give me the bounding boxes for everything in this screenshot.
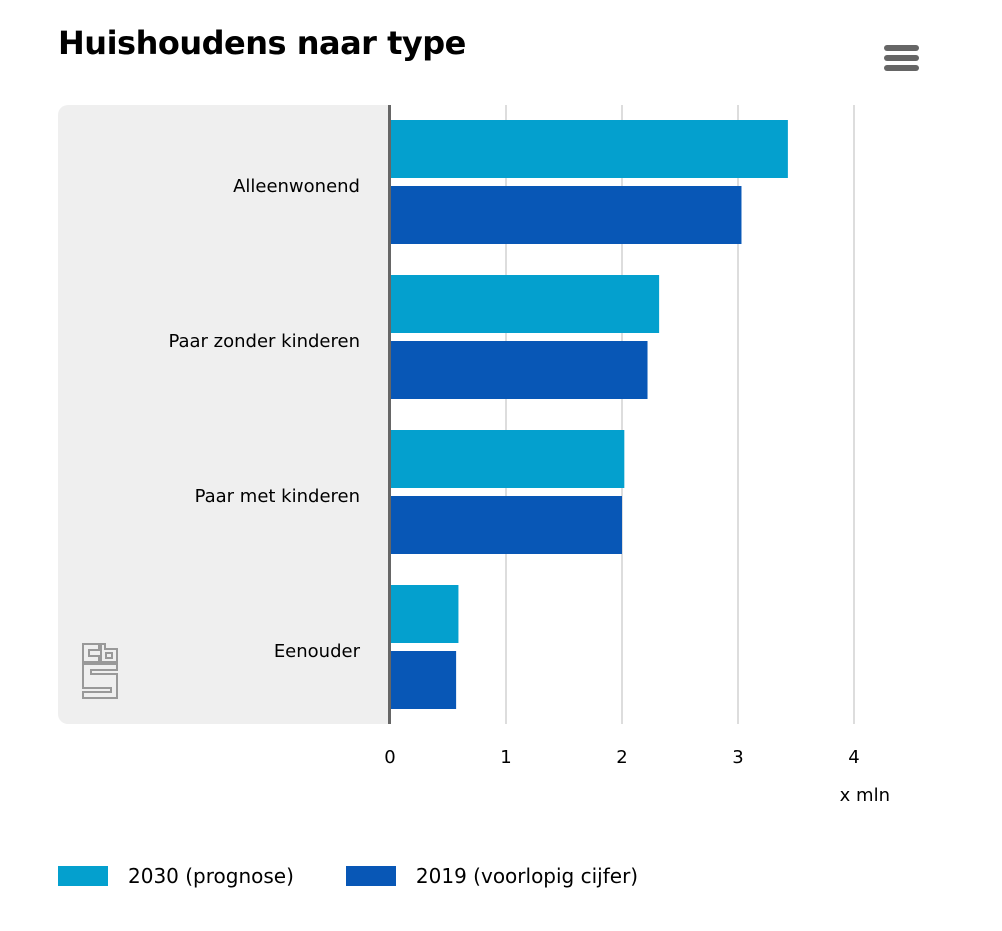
bar-2019 [390,496,622,554]
legend-swatch [345,866,396,886]
x-tick-label: 2 [616,747,627,768]
x-tick-label: 3 [732,747,743,768]
bar-2030 [390,275,660,333]
x-tick-label: 4 [848,747,859,768]
category-label: Alleenwonend [233,176,360,197]
category-label: Paar zonder kinderen [168,331,360,352]
bar-2019 [390,651,457,709]
legend: 2030 (prognose) 2019 (voorlopig cijfer) [58,864,638,888]
legend-label: 2030 (prognose) [128,864,294,888]
bar-2030 [390,430,625,488]
legend-swatch [58,866,108,886]
chart-title: Huishoudens naar type [58,24,466,62]
x-tick-label: 1 [500,747,511,768]
x-tick-label: 0 [384,747,395,768]
bar-2019 [390,341,648,399]
cbs-logo-icon [82,643,118,699]
y-axis-line [388,105,391,724]
legend-item[interactable]: 2019 (voorlopig cijfer) [345,864,639,888]
category-label: Paar met kinderen [195,486,360,507]
bar-2030 [390,585,459,643]
bar-2019 [390,186,742,244]
legend-label: 2019 (voorlopig cijfer) [415,864,639,888]
bar-2030 [390,120,788,178]
legend-item[interactable]: 2030 (prognose) [58,864,294,888]
category-panel [58,105,390,724]
menu-icon[interactable] [884,45,920,73]
category-label: Eenouder [274,641,361,662]
x-axis-label: x mln [840,785,890,806]
